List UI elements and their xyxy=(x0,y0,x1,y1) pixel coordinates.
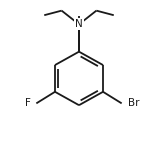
Text: F: F xyxy=(25,98,31,108)
Text: Br: Br xyxy=(128,98,140,108)
Text: N: N xyxy=(75,19,83,29)
